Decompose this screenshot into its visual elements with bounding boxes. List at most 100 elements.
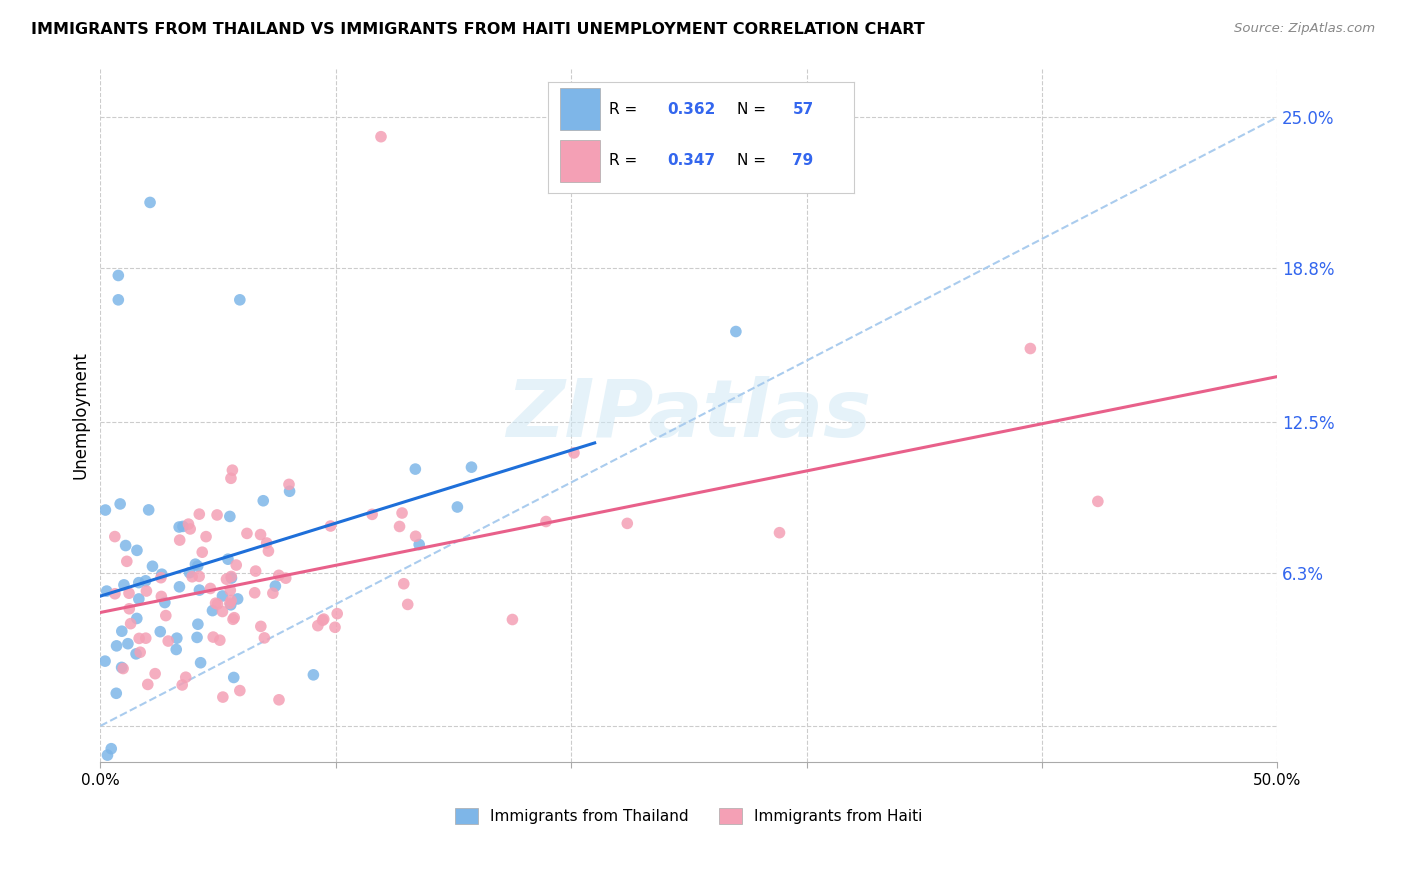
Point [534,515,557,529]
Point [157,634,180,648]
Point [105,639,128,653]
Point [172,678,194,692]
Point [125,611,148,625]
Point [267,568,290,582]
Point [370,129,392,144]
Point [104,530,127,544]
Point [326,607,349,621]
Point [219,598,242,612]
Point [278,477,301,491]
Point [262,586,284,600]
Point [264,579,287,593]
Point [112,578,135,592]
Point [229,293,252,307]
Point [167,520,190,534]
Legend: Immigrants from Thailand, Immigrants from Haiti: Immigrants from Thailand, Immigrants fro… [456,808,922,824]
Point [190,656,212,670]
Point [184,557,207,571]
Point [96,748,118,763]
Point [204,596,226,610]
Point [135,574,157,588]
Point [188,583,211,598]
Point [252,493,274,508]
Point [245,564,267,578]
Point [391,506,413,520]
Point [219,593,242,607]
Point [501,613,523,627]
Point [107,268,129,283]
Point [323,620,346,634]
Point [253,631,276,645]
Point [392,576,415,591]
Point [311,613,333,627]
Point [205,508,228,522]
Point [200,582,222,596]
Point [215,572,238,586]
Point [616,516,638,531]
Point [361,508,384,522]
Point [219,471,242,485]
Point [128,632,150,646]
Point [120,616,142,631]
Point [724,325,747,339]
Point [768,525,790,540]
Point [1019,342,1042,356]
Point [94,503,117,517]
Point [186,631,208,645]
Point [118,586,141,600]
Point [396,598,419,612]
Point [149,624,172,639]
Point [222,671,245,685]
Point [155,608,177,623]
Point [179,566,201,580]
Point [179,522,201,536]
Point [218,596,240,610]
Point [150,567,173,582]
Y-axis label: Unemployment: Unemployment [72,351,89,479]
Point [115,554,138,568]
Point [225,558,247,572]
Point [1087,494,1109,508]
Point [172,519,194,533]
Point [302,668,325,682]
Point [136,677,159,691]
Point [138,503,160,517]
Point [166,631,188,645]
Point [191,545,214,559]
Point [267,693,290,707]
Point [212,690,235,704]
Point [169,533,191,547]
Point [153,596,176,610]
Point [104,587,127,601]
Point [222,612,245,626]
Point [165,642,187,657]
Point [405,529,427,543]
Point [249,527,271,541]
Point [226,591,249,606]
Point [408,537,430,551]
Point [208,633,231,648]
Point [129,645,152,659]
Point [250,619,273,633]
Point [202,630,225,644]
Point [100,741,122,756]
Point [201,604,224,618]
Point [111,624,134,639]
Point [149,571,172,585]
Point [278,484,301,499]
Point [110,660,132,674]
Point [188,569,211,583]
Point [118,601,141,615]
Point [219,569,242,583]
Point [94,654,117,668]
Point [112,661,135,675]
Point [141,559,163,574]
Point [257,544,280,558]
Text: Source: ZipAtlas.com: Source: ZipAtlas.com [1234,22,1375,36]
Point [143,666,166,681]
Point [177,517,200,532]
Point [219,583,242,598]
Point [211,589,233,603]
Point [404,462,426,476]
Point [135,584,157,599]
